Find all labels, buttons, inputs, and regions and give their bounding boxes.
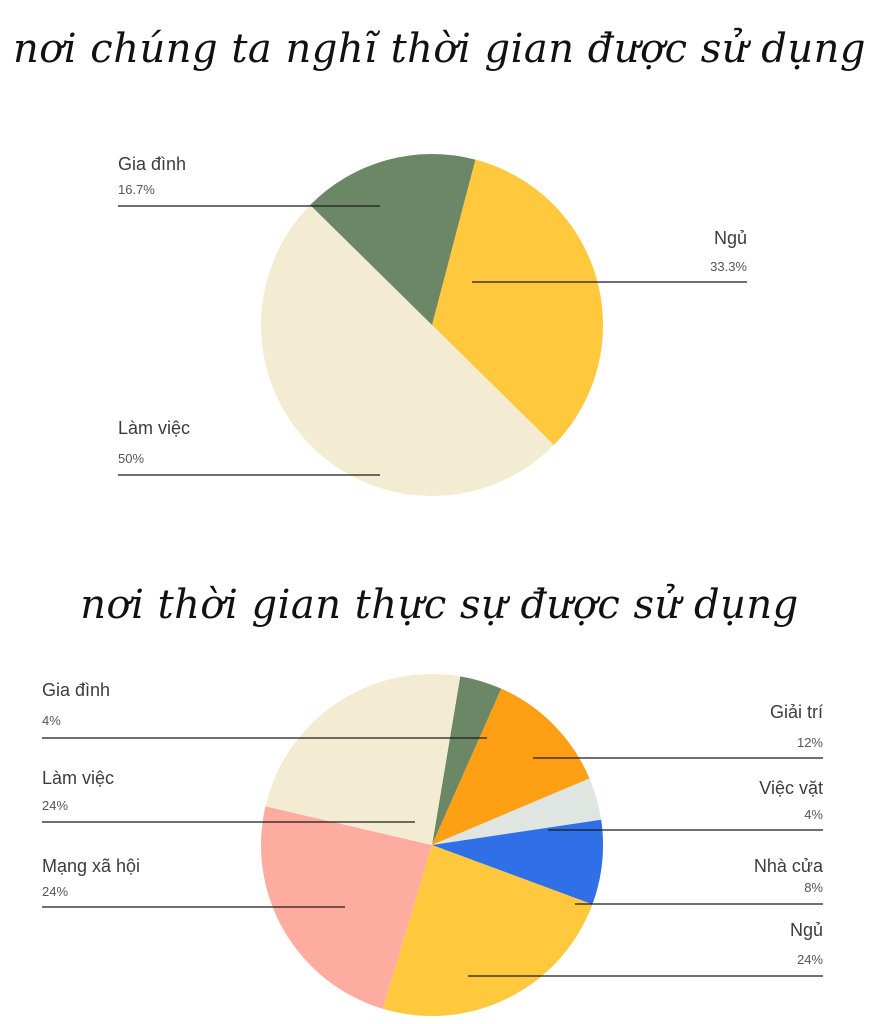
pie-2-slice-giai-tri [432, 688, 590, 845]
chart-2-title: nơi thời gian thực sự được sử dụng [80, 582, 799, 628]
pie-1-value-ngu: 33.3% [710, 259, 747, 274]
pie-2-value-ngu: 24% [797, 952, 823, 967]
pie-2-label-lam-viec: Làm việc [42, 768, 114, 788]
pie-1-slice-gia-dinh [310, 154, 476, 325]
pie-1-slice-ngu [432, 159, 604, 446]
pie-1-value-lam-viec: 50% [118, 451, 144, 466]
pie-2-label-ngu: Ngủ [790, 920, 823, 940]
pie-2-label-giai-tri: Giải trí [770, 702, 823, 722]
pie-1-slice-lam-viec [260, 204, 554, 497]
pie-1-label-ngu: Ngủ [714, 228, 747, 248]
pie-chart-1: Ngủ 33.3% Làm việc 50% Gia đình 16.7% [118, 154, 747, 497]
chart-1-title: nơi chúng ta nghĩ thời gian được sử dụng [12, 26, 867, 72]
pie-2-slice-gia-dinh [432, 676, 502, 845]
pie-2-value-nha-cua: 8% [804, 880, 823, 895]
pie-2-label-mang-xa-hoi: Mạng xã hội [42, 856, 140, 876]
pie-1-label-gia-dinh: Gia đình [118, 154, 186, 174]
pie-2-slice-lam-viec [265, 674, 461, 845]
pie-2-value-giai-tri: 12% [797, 735, 823, 750]
pie-1-value-gia-dinh: 16.7% [118, 182, 155, 197]
pie-2-slice-mang-xa-hoi [260, 806, 432, 1009]
pie-2-slice-viec-vat [432, 778, 602, 845]
pie-2-value-mang-xa-hoi: 24% [42, 884, 68, 899]
pie-2-value-gia-dinh: 4% [42, 713, 61, 728]
pie-chart-2: Gia đình 4% Giải trí 12% Việc vặt 4% Nhà cửa 8%… [42, 674, 824, 1017]
pie-1-label-lam-viec: Làm việc [118, 418, 190, 438]
pie-2-label-gia-dinh: Gia đình [42, 680, 110, 700]
pie-2-slice-ngu [382, 845, 593, 1017]
pie-2-value-lam-viec: 24% [42, 798, 68, 813]
pie-2-label-nha-cua: Nhà cửa [754, 856, 824, 876]
pie-2-value-viec-vat: 4% [804, 807, 823, 822]
pie-2-label-viec-vat: Việc vặt [759, 778, 823, 798]
pie-2-slice-nha-cua [432, 819, 603, 905]
